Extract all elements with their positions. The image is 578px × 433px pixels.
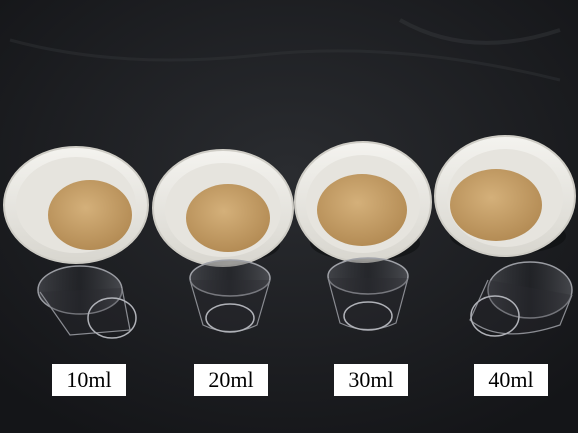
cup-body <box>327 277 409 331</box>
label-40ml: 40ml <box>474 364 548 396</box>
cup-2 <box>189 259 271 333</box>
cup-base <box>87 297 137 339</box>
label-30ml: 30ml <box>334 364 408 396</box>
table-scratch <box>9 38 561 82</box>
cup-body <box>39 287 131 336</box>
bowl-3 <box>294 141 432 263</box>
cup-3 <box>327 257 409 331</box>
cup-rim <box>327 257 409 295</box>
sand <box>317 174 407 246</box>
bowl-2 <box>152 149 294 267</box>
cup-base <box>343 301 393 331</box>
cup-4 <box>469 261 573 337</box>
cup-base <box>205 303 255 333</box>
table-scratch <box>399 18 561 45</box>
cup-1 <box>37 265 137 339</box>
label-10ml: 10ml <box>52 364 126 396</box>
sand <box>186 184 270 252</box>
bowl-4 <box>434 135 576 257</box>
label-20ml: 20ml <box>194 364 268 396</box>
sand <box>450 169 542 241</box>
cup-rim <box>189 259 271 297</box>
sand <box>48 180 132 250</box>
cup-base <box>470 295 520 337</box>
bowl-1 <box>3 146 149 264</box>
cup-rim <box>487 261 573 319</box>
